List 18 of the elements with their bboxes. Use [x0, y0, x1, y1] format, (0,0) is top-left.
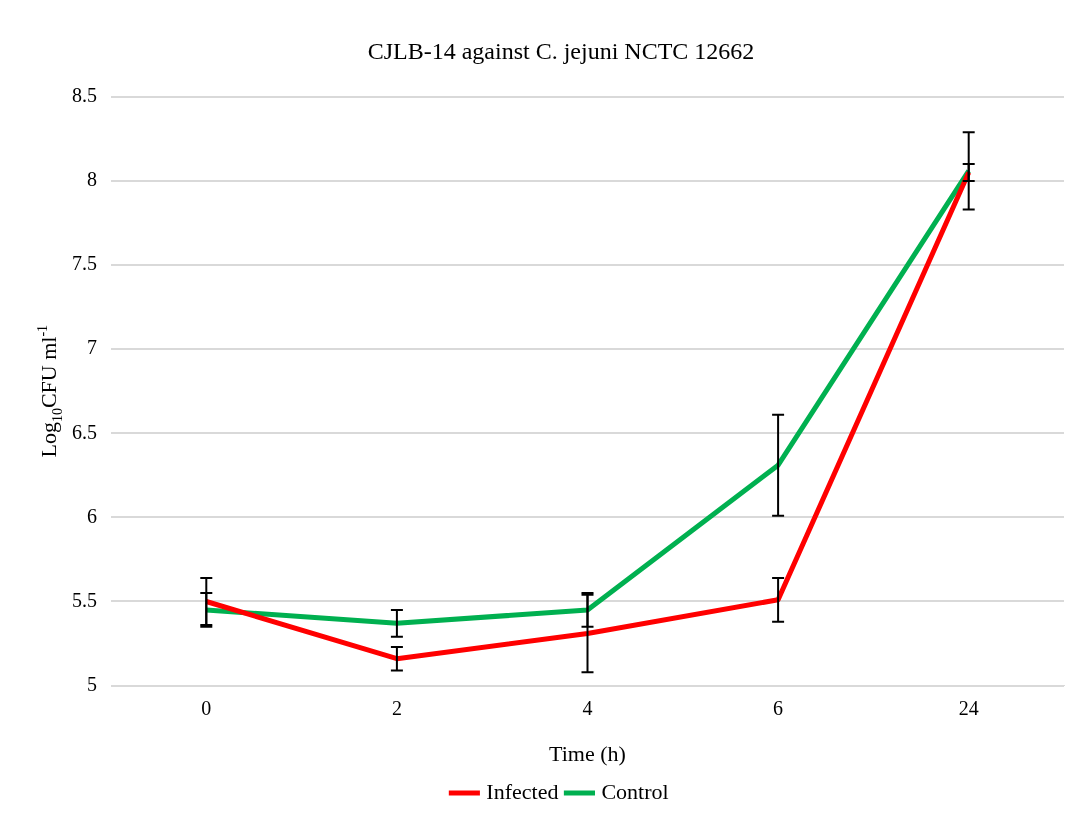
- y-axis-title: Log10CFU ml-1: [35, 324, 65, 458]
- y-tick-label: 6.5: [72, 420, 97, 443]
- y-tick-label: 8.5: [72, 84, 97, 107]
- x-tick-label: 2: [391, 696, 402, 719]
- y-tick-label: 8: [87, 168, 97, 191]
- x-tick-label: 0: [201, 696, 212, 719]
- legend-label: Control: [601, 778, 669, 804]
- y-tick-label: 7: [87, 336, 97, 359]
- x-axis-title: Time (h): [549, 740, 626, 766]
- y-tick-label: 6: [87, 504, 97, 527]
- y-tick-label: 5: [87, 672, 97, 695]
- y-tick-label: 5.5: [72, 588, 97, 611]
- x-tick-label: 6: [773, 696, 784, 719]
- y-tick-label: 7.5: [72, 252, 97, 275]
- x-tick-label: 4: [582, 696, 593, 719]
- x-tick-label: 24: [958, 696, 979, 719]
- legend-label: Infected: [486, 778, 559, 804]
- chart-title: CJLB-14 against C. jejuni NCTC 12662: [367, 37, 755, 64]
